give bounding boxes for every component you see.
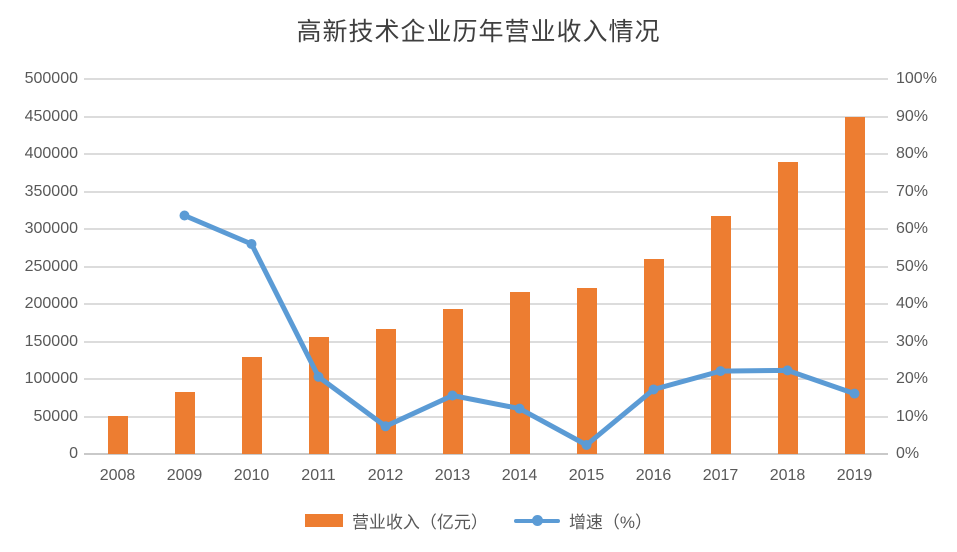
x-axis-tick: 2009 bbox=[166, 467, 203, 484]
gridline bbox=[84, 228, 888, 230]
gridline bbox=[84, 453, 888, 455]
y-axis-left-tick: 450000 bbox=[24, 107, 78, 125]
chart-title: 高新技术企业历年营业收入情况 bbox=[296, 19, 661, 46]
gridline bbox=[84, 265, 888, 268]
y-axis-left-tick: 150000 bbox=[24, 332, 78, 350]
x-axis-tick: 2010 bbox=[233, 467, 270, 484]
legend-item-label: 营业收入（亿元） bbox=[351, 512, 488, 532]
revenue-bar bbox=[777, 162, 798, 454]
growth-line-marker bbox=[179, 210, 190, 221]
growth-line-marker bbox=[246, 239, 257, 249]
growth-line-marker bbox=[514, 403, 525, 414]
growth-line-marker bbox=[447, 390, 458, 401]
legend-item-growth: 增速（%） bbox=[513, 508, 653, 533]
y-axis-right-tick: 40% bbox=[896, 295, 929, 312]
gridline bbox=[84, 190, 888, 193]
y-axis-left-tick: 0 bbox=[69, 445, 78, 462]
y-axis-right-tick: 90% bbox=[896, 107, 929, 125]
legend-bar-swatch bbox=[304, 513, 343, 527]
y-axis-left-tick: 100000 bbox=[24, 370, 78, 387]
gridline bbox=[84, 340, 888, 343]
gridline bbox=[84, 78, 888, 80]
y-axis-right-tick: 70% bbox=[896, 182, 929, 200]
gridline bbox=[84, 153, 888, 155]
x-axis-tick: 2015 bbox=[568, 467, 605, 484]
revenue-bar bbox=[844, 116, 865, 454]
y-axis-right-tick: 50% bbox=[896, 257, 929, 275]
y-axis-right-tick: 60% bbox=[896, 220, 929, 237]
y-axis-right-tick: 100% bbox=[896, 70, 937, 87]
x-axis-tick: 2018 bbox=[769, 467, 806, 484]
y-axis-right-tick: 10% bbox=[896, 407, 929, 425]
x-axis-tick: 2019 bbox=[836, 467, 873, 484]
x-axis-tick: 2013 bbox=[434, 467, 471, 484]
growth-line-layer bbox=[179, 210, 860, 450]
legend-line-dot bbox=[531, 514, 543, 526]
revenue-bar bbox=[107, 415, 128, 454]
y-axis-left-tick: 400000 bbox=[24, 145, 78, 162]
growth-line-marker bbox=[782, 365, 793, 376]
x-axis-tick: 2011 bbox=[301, 467, 336, 484]
y-axis-left-tick: 50000 bbox=[33, 407, 79, 425]
y-axis-left-tick: 250000 bbox=[24, 257, 78, 275]
x-axis-tick: 2012 bbox=[367, 467, 404, 484]
y-axis-left-tick: 300000 bbox=[24, 220, 78, 237]
legend-item-label: 增速（%） bbox=[568, 512, 653, 532]
gridline bbox=[84, 303, 888, 305]
legend-item-revenue: 营业收入（亿元） bbox=[304, 508, 488, 533]
revenue-bar bbox=[576, 287, 597, 454]
growth-line-marker bbox=[849, 388, 860, 399]
growth-line-marker bbox=[715, 366, 726, 377]
y-axis-right-tick: 0% bbox=[896, 445, 920, 462]
growth-line-marker bbox=[648, 384, 659, 395]
x-axis-tick: 2008 bbox=[99, 467, 136, 484]
y-axis-right-tick: 30% bbox=[896, 332, 929, 350]
revenue-bar bbox=[174, 391, 195, 454]
growth-line-marker bbox=[313, 371, 324, 382]
x-axis-tick: 2016 bbox=[635, 467, 672, 484]
x-axis-tick: 2014 bbox=[501, 467, 538, 484]
y-axis-right-tick: 20% bbox=[896, 370, 929, 387]
gridline bbox=[84, 415, 888, 418]
y-axis-left-tick: 500000 bbox=[24, 70, 78, 87]
x-axis-tick: 2017 bbox=[702, 467, 739, 484]
revenue-bar bbox=[442, 309, 463, 454]
revenue-bar bbox=[643, 259, 664, 454]
legend-line-swatch bbox=[513, 514, 560, 527]
y-axis-right-tick: 80% bbox=[896, 145, 929, 162]
gridline bbox=[84, 378, 888, 380]
revenue-bar bbox=[710, 215, 731, 454]
legend: 营业收入（亿元） 增速（%） bbox=[0, 507, 957, 533]
y-axis-left-tick: 350000 bbox=[24, 182, 78, 200]
gridline bbox=[84, 115, 888, 118]
y-axis-left-tick: 200000 bbox=[24, 295, 78, 312]
growth-line-marker bbox=[380, 421, 391, 432]
growth-line-marker bbox=[581, 440, 592, 450]
revenue-bar bbox=[241, 356, 262, 454]
